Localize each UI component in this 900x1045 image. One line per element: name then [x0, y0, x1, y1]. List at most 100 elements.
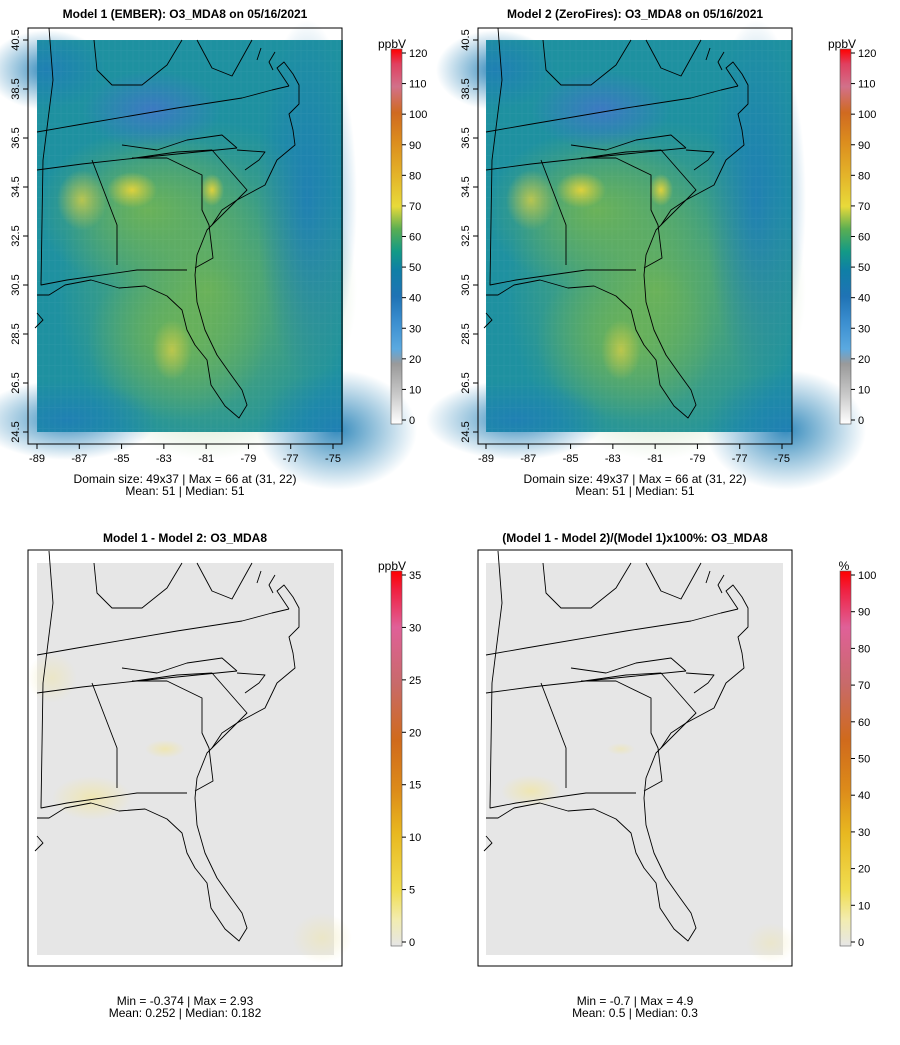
colorbar-tick-label: 120: [409, 48, 427, 60]
colorbar: [839, 570, 852, 947]
colorbar-tick-label: 60: [409, 232, 421, 244]
y-tick-label: 26.5: [10, 372, 22, 393]
y-tick-label: 40.5: [10, 29, 22, 50]
y-tick-label: 34.5: [460, 176, 472, 197]
colorbar-tick-label: 30: [858, 323, 870, 335]
stat-line-2: Mean: 0.252 | Median: 0.182: [109, 1006, 262, 1020]
colorbar-tick-label: 35: [409, 570, 421, 582]
colorbar: [390, 48, 403, 425]
map-field: [27, 550, 352, 963]
colorbar-tick-label: 90: [858, 140, 870, 152]
y-tick-label: 40.5: [460, 29, 472, 50]
y-tick-label: 32.5: [10, 225, 22, 246]
colorbar-tick-label: 40: [858, 790, 870, 802]
panel-model1: Model 1 (EMBER): O3_MDA8 on 05/16/2021 -…: [0, 7, 427, 498]
colorbar-tick-label: 10: [858, 384, 870, 396]
map-field: [0, 20, 417, 490]
colorbar-tick-label: 30: [409, 323, 421, 335]
x-tick-label: -77: [732, 453, 748, 465]
colorbar-ticks: 0 10 20 30 40 50 60 70 80 90 100: [851, 570, 876, 949]
y-tick-label: 24.5: [460, 421, 472, 442]
colorbar-tick-label: 120: [858, 48, 876, 60]
stat-line-2: Mean: 51 | Median: 51: [125, 484, 245, 498]
colorbar-tick-label: 100: [858, 109, 876, 121]
y-tick-label: 36.5: [460, 127, 472, 148]
colorbar-tick-label: 60: [858, 717, 870, 729]
colorbar-tick-label: 90: [409, 140, 421, 152]
panel-title: Model 1 (EMBER): O3_MDA8 on 05/16/2021: [63, 7, 308, 21]
panel-difference: Model 1 - Model 2: O3_MDA8 ppbV 0 5 10 15 20…: [27, 531, 421, 1020]
colorbar-tick-label: 25: [409, 675, 421, 687]
x-tick-label: -85: [563, 453, 579, 465]
colorbar-tick-label: 110: [409, 79, 427, 91]
x-tick-label: -87: [71, 453, 87, 465]
x-axis: -89 -87 -85 -83 -81 -79 -77 -75: [29, 444, 341, 465]
panel-title: Model 2 (ZeroFires): O3_MDA8 on 05/16/20…: [507, 7, 763, 21]
y-tick-label: 26.5: [460, 372, 472, 393]
y-axis: 24.5 26.5 28.5 30.5 32.5 34.5 36.5 38.5 40.5: [460, 29, 478, 443]
colorbar-tick-label: 80: [858, 643, 870, 655]
colorbar-ticks: 0 5 10 15 20 25 30 35: [402, 570, 421, 949]
colorbar-tick-label: 20: [858, 354, 870, 366]
plot-frame: [477, 549, 793, 967]
stat-line-1: Domain size: 49x37 | Max = 66 at (31, 22…: [524, 472, 747, 486]
colorbar-tick-label: 60: [858, 232, 870, 244]
stat-line-1: Min = -0.374 | Max = 2.93: [117, 994, 254, 1008]
y-tick-label: 30.5: [460, 274, 472, 295]
colorbar-tick-label: 40: [858, 293, 870, 305]
x-tick-label: -81: [647, 453, 663, 465]
colorbar-tick-label: 100: [409, 109, 427, 121]
y-axis: 24.5 26.5 28.5 30.5 32.5 34.5 36.5 38.5 40.5: [10, 29, 28, 443]
colorbar-tick-label: 20: [858, 864, 870, 876]
colorbar-tick-label: 30: [858, 827, 870, 839]
map-field: [483, 550, 796, 963]
y-tick-label: 32.5: [460, 225, 472, 246]
colorbar-tick-label: 70: [858, 680, 870, 692]
x-tick-label: -85: [114, 453, 130, 465]
colorbar-unit: ppbV: [378, 37, 406, 51]
colorbar-ticks: 0 10 20 30 40 50 60 70 80 90 100 110 120: [851, 48, 876, 427]
stat-line-1: Domain size: 49x37 | Max = 66 at (31, 22…: [74, 472, 297, 486]
colorbar-tick-label: 80: [858, 170, 870, 182]
x-tick-label: -83: [605, 453, 621, 465]
colorbar-tick-label: 100: [858, 570, 876, 582]
panel-model2: Model 2 (ZeroFires): O3_MDA8 on 05/16/20…: [426, 7, 876, 498]
colorbar-tick-label: 10: [409, 832, 421, 844]
y-tick-label: 28.5: [460, 323, 472, 344]
colorbar-unit: ppbV: [828, 37, 856, 51]
panel-percent-difference: (Model 1 - Model 2)/(Model 1)x100%: O3_M…: [477, 531, 876, 1020]
x-tick-label: -77: [283, 453, 299, 465]
colorbar-tick-label: 20: [409, 354, 421, 366]
plot-frame: [27, 549, 343, 967]
x-tick-label: -75: [325, 453, 341, 465]
panel-title: Model 1 - Model 2: O3_MDA8: [103, 531, 267, 545]
colorbar-tick-label: 80: [409, 170, 421, 182]
stat-line-2: Mean: 51 | Median: 51: [575, 484, 695, 498]
colorbar-tick-label: 0: [858, 415, 864, 427]
colorbar-tick-label: 40: [409, 293, 421, 305]
colorbar-tick-label: 20: [409, 727, 421, 739]
x-tick-label: -79: [689, 453, 705, 465]
colorbar: [839, 48, 852, 425]
x-tick-label: -89: [29, 453, 45, 465]
colorbar-tick-label: 15: [409, 780, 421, 792]
colorbar-tick-label: 50: [409, 262, 421, 274]
x-tick-label: -75: [774, 453, 790, 465]
colorbar-ticks: 0 10 20 30 40 50 60 70 80 90 100 110 120: [402, 48, 427, 427]
colorbar-tick-label: 110: [858, 79, 876, 91]
colorbar-tick-label: 30: [409, 622, 421, 634]
colorbar-unit: %: [839, 559, 850, 573]
x-tick-label: -83: [156, 453, 172, 465]
x-tick-label: -89: [478, 453, 494, 465]
colorbar-unit: ppbV: [378, 559, 406, 573]
colorbar-tick-label: 50: [858, 754, 870, 766]
x-tick-label: -79: [240, 453, 256, 465]
colorbar-tick-label: 70: [409, 201, 421, 213]
colorbar-tick-label: 10: [409, 384, 421, 396]
colorbar-tick-label: 10: [858, 900, 870, 912]
colorbar-tick-label: 90: [858, 607, 870, 619]
colorbar-tick-label: 70: [858, 201, 870, 213]
y-tick-label: 38.5: [460, 78, 472, 99]
y-tick-label: 38.5: [10, 78, 22, 99]
